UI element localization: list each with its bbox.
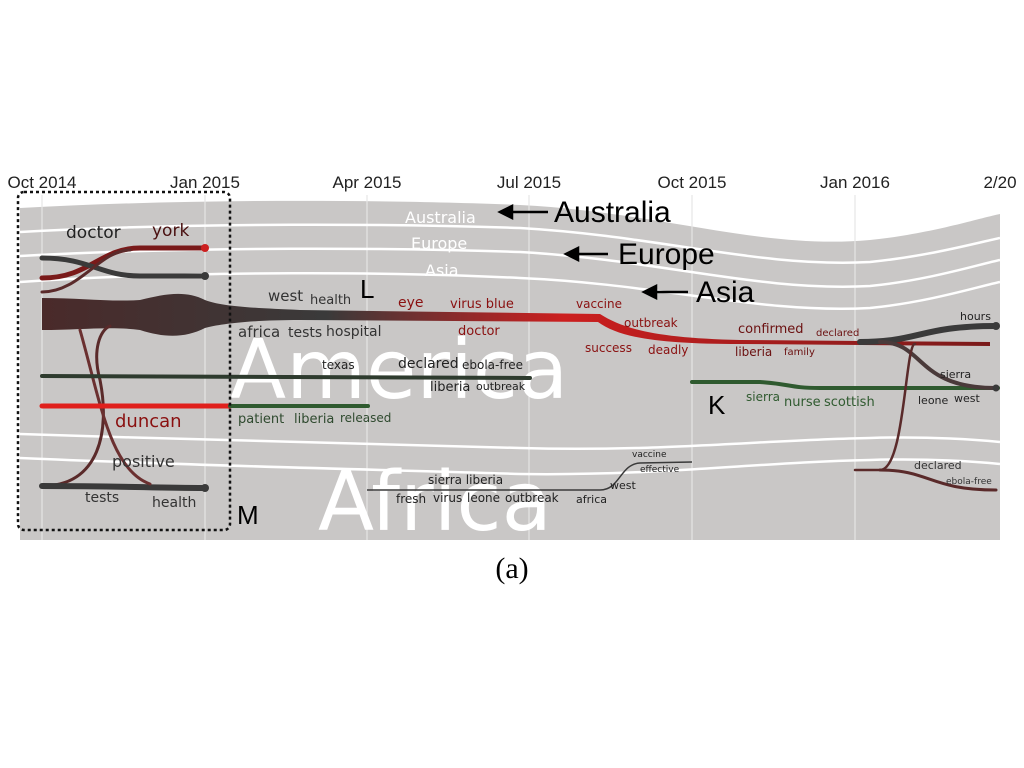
figure-caption: (a) [495,552,528,585]
kw-ebola-free-a: ebola-free [462,358,523,372]
kw-nurse: nurse [784,395,821,410]
kw-virus-blue: virus blue [450,297,514,312]
kw-york: york [152,221,189,241]
kw-liberia-l: liberia [735,345,772,359]
kw-outbreak-l: outbreak [624,316,678,330]
kw-leone: leone [918,394,949,407]
kw-health-l: health [310,293,351,308]
kw-declared-l: declared [816,328,859,339]
main-storyline-bundle [42,293,990,346]
region-label-africa: Africa [318,455,552,550]
kw-ebola-free-r: ebola-free [946,477,992,487]
callout-arrows [497,203,688,301]
kw-family: family [784,347,815,358]
region-separators [20,223,1000,476]
callout-europe: Europe [618,238,715,271]
kw-west: west [268,287,303,305]
kw-hospital: hospital [326,324,381,340]
kw-sierra-k: sierra [746,390,780,404]
tick-oct-2015: Oct 2015 [658,173,727,192]
africa-thread [367,461,693,491]
region-label-australia: Australia [405,208,476,227]
kw-confirmed: confirmed [738,322,804,337]
york-doctor-threads [39,245,208,294]
region-label-asia: Asia [425,261,459,280]
kw-leone-af: leone [467,491,500,505]
tick-jul-2015: Jul 2015 [497,173,561,192]
kw-outbreak-af: outbreak [505,491,559,505]
kw-deadly: deadly [648,343,688,357]
kw-africa: africa [238,323,280,341]
tick-jan-2015: Jan 2015 [170,173,240,192]
time-grid [41,195,856,540]
m-highlight-box [16,190,232,532]
topic-band [20,200,1000,540]
kw-scottish: scottish [824,395,875,410]
region-label-america: America [230,323,568,418]
kw-vaccine-af: vaccine [632,450,667,460]
kw-west-af: west [610,479,636,492]
doctor-thread-end [201,272,209,280]
tick-end: 2/20 [983,173,1016,192]
kw-tests: tests [85,490,119,506]
kw-west-r: west [954,392,980,405]
texas-thread [40,374,532,380]
tick-apr-2015: Apr 2015 [333,173,402,192]
callout-asia: Asia [696,276,755,309]
kw-positive: positive [112,452,175,471]
kw-doctor: doctor [66,223,121,243]
kw-liberia-a: liberia [430,380,470,395]
kw-hours: hours [960,310,991,323]
kw-liberia-p: liberia [294,412,334,427]
hours-thread-end [992,322,1000,330]
callout-australia: Australia [554,196,671,229]
kw-duncan: duncan [115,411,182,432]
marker-l: L [360,274,374,304]
kw-patient: patient [238,412,284,427]
region-label-europe: Europe [411,234,467,253]
right-branch-threads [853,323,999,492]
west-thread-end [992,384,1000,392]
kw-doctor-l: doctor [458,324,500,339]
kw-success: success [585,341,632,355]
positive-health-threads [39,324,208,491]
kw-outbreak-a: outbreak [476,380,526,393]
health-thread-end [201,484,209,492]
kw-sierra-liberia: sierra liberia [428,473,503,487]
k-thread [690,380,1000,390]
kw-released: released [340,411,391,425]
marker-m: M [237,500,259,530]
kw-sierra-r: sierra [940,368,971,381]
tick-jan-2016: Jan 2016 [820,173,890,192]
kw-effective: effective [640,465,680,475]
kw-virus-af: virus [433,491,462,505]
kw-declared-a: declared [398,356,459,372]
kw-health-m: health [152,495,196,511]
kw-vaccine: vaccine [576,297,622,311]
kw-tests-l: tests [288,325,322,341]
timeline-axis: Oct 2014 Jan 2015 Apr 2015 Jul 2015 Oct … [8,173,1017,192]
york-thread-end [201,244,209,252]
kw-africa-af: africa [576,493,607,506]
kw-eye: eye [398,295,424,311]
kw-texas: texas [322,358,355,372]
kw-declared-r: declared [914,459,962,472]
tick-oct-2014: Oct 2014 [8,173,77,192]
kw-fresh: fresh [396,492,426,506]
marker-k: K [708,390,726,420]
